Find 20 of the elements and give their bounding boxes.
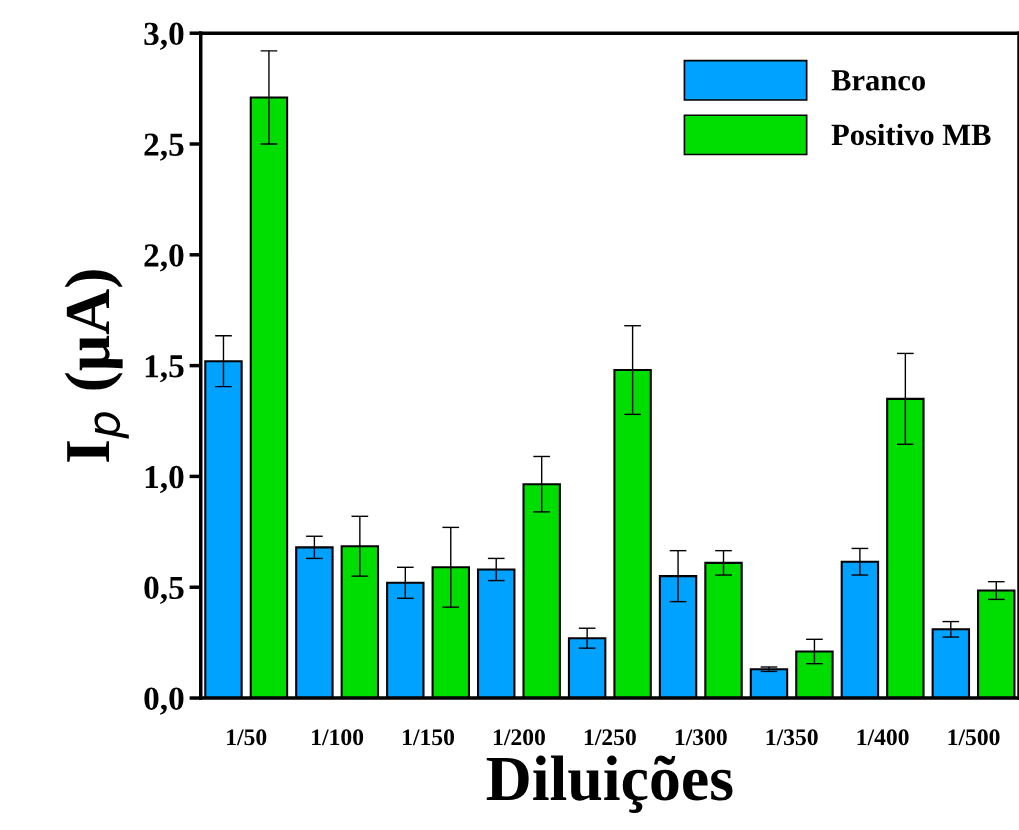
x-tick-label: 1/300: [675, 729, 727, 746]
x-tick-label: 1/250: [584, 729, 636, 746]
y-tick-label: 0,5: [144, 576, 184, 604]
x-tick-label: 1/500: [948, 729, 1000, 746]
x-tick-label: 1/200: [493, 729, 545, 746]
legend-label: Positivo MB: [831, 123, 991, 146]
y-tick-label: 2,0: [144, 244, 184, 272]
x-tick-label: 1/150: [403, 729, 455, 746]
x-tick-label: 1/100: [312, 729, 364, 746]
x-tick-label: 1/400: [857, 729, 909, 746]
y-axis-title: I$_{p}$ (μA): [64, 270, 129, 462]
legend-label: Branco: [831, 70, 925, 91]
x-tick-label: 1/50: [227, 729, 267, 746]
y-tick-label: 0,0: [144, 687, 184, 715]
y-tick-label: 3,0: [144, 22, 184, 50]
y-tick-label: 2,5: [144, 133, 184, 161]
x-tick-label: 1/350: [766, 729, 818, 746]
x-axis-title: Diluições: [486, 755, 733, 814]
y-tick-label: 1,0: [145, 465, 184, 494]
y-tick-label: 1,5: [145, 355, 184, 383]
